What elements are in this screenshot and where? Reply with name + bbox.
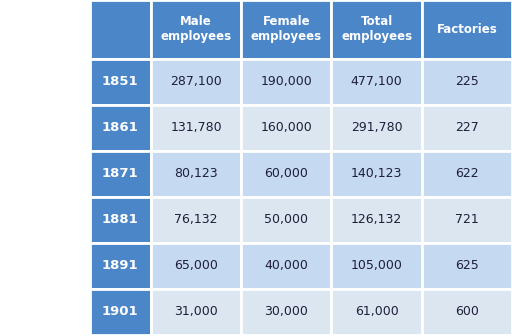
Bar (331, 289, 422, 335)
Bar (90, 105, 151, 151)
Bar (90, 243, 151, 289)
Text: 1891: 1891 (102, 259, 139, 272)
Text: 76,132: 76,132 (174, 213, 218, 226)
Text: 225: 225 (455, 75, 479, 88)
Bar (151, 0, 241, 59)
Text: 291,780: 291,780 (351, 121, 402, 134)
Text: 625: 625 (455, 259, 479, 272)
Bar (151, 289, 241, 335)
Bar (331, 151, 422, 197)
Text: Female
employees: Female employees (251, 15, 322, 43)
Text: 227: 227 (455, 121, 479, 134)
Bar (151, 59, 241, 105)
Text: 131,780: 131,780 (170, 121, 222, 134)
Bar (151, 197, 241, 243)
Text: 1901: 1901 (102, 305, 139, 319)
Text: Total
employees: Total employees (341, 15, 412, 43)
Bar (331, 0, 422, 59)
Text: 61,000: 61,000 (355, 305, 398, 319)
Bar (422, 151, 512, 197)
Text: 622: 622 (455, 167, 479, 180)
Text: 1871: 1871 (102, 167, 139, 180)
Bar (422, 59, 512, 105)
Text: 1851: 1851 (102, 75, 139, 88)
Bar (151, 243, 241, 289)
Bar (422, 105, 512, 151)
Text: 600: 600 (455, 305, 479, 319)
Bar (241, 243, 331, 289)
Text: 50,000: 50,000 (264, 213, 308, 226)
Text: 65,000: 65,000 (174, 259, 218, 272)
Text: 287,100: 287,100 (170, 75, 222, 88)
Bar (90, 59, 151, 105)
Text: 80,123: 80,123 (174, 167, 218, 180)
Bar (241, 197, 331, 243)
Bar (331, 197, 422, 243)
Text: 140,123: 140,123 (351, 167, 402, 180)
Text: Male
employees: Male employees (160, 15, 231, 43)
Bar (422, 197, 512, 243)
Text: 160,000: 160,000 (261, 121, 312, 134)
Bar (422, 289, 512, 335)
Text: 190,000: 190,000 (261, 75, 312, 88)
Text: Factories: Factories (437, 23, 497, 36)
Text: 40,000: 40,000 (264, 259, 308, 272)
Bar (241, 59, 331, 105)
Bar (331, 105, 422, 151)
Text: 477,100: 477,100 (351, 75, 402, 88)
Text: 60,000: 60,000 (264, 167, 308, 180)
Bar (422, 0, 512, 59)
Text: 105,000: 105,000 (351, 259, 402, 272)
Bar (422, 243, 512, 289)
Bar (90, 0, 151, 59)
Bar (90, 197, 151, 243)
Bar (151, 105, 241, 151)
Bar (241, 105, 331, 151)
Text: 721: 721 (455, 213, 479, 226)
Text: 1881: 1881 (102, 213, 139, 226)
Text: 1861: 1861 (102, 121, 139, 134)
Text: 30,000: 30,000 (264, 305, 308, 319)
Bar (331, 243, 422, 289)
Bar (331, 59, 422, 105)
Bar (151, 151, 241, 197)
Bar (241, 151, 331, 197)
Bar (241, 0, 331, 59)
Text: 31,000: 31,000 (174, 305, 218, 319)
Bar (90, 151, 151, 197)
Text: 126,132: 126,132 (351, 213, 402, 226)
Bar (90, 289, 151, 335)
Bar (241, 289, 331, 335)
